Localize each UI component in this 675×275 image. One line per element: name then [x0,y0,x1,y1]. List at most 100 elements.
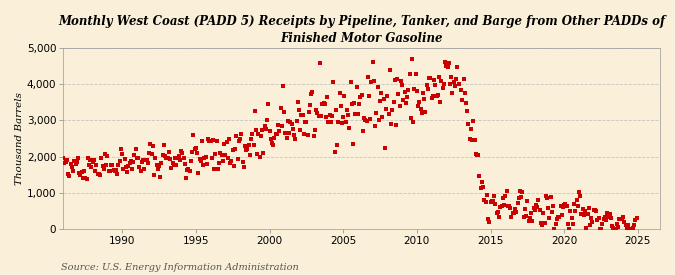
Point [511,209,522,214]
Point [577,207,588,211]
Point [188,133,198,138]
Point [90,168,101,173]
Point [91,163,102,167]
Point [589,208,600,212]
Point [361,119,372,123]
Point [531,203,541,207]
Point [548,203,559,208]
Point [76,170,87,174]
Point [620,222,631,227]
Point [308,134,319,138]
Point [570,208,580,213]
Point [375,99,385,103]
Point [108,167,119,172]
Point [61,158,72,162]
Point [338,114,348,119]
Point [127,167,138,171]
Point [215,151,226,156]
Point [448,80,459,85]
Point [327,114,338,118]
Point [412,89,423,93]
Point [124,161,135,165]
Point [387,108,398,113]
Point [446,75,457,79]
Point [102,154,113,158]
Point [171,162,182,167]
Point [328,80,339,84]
Point [306,92,317,97]
Point [524,216,535,220]
Point [223,137,234,142]
Point [433,93,443,97]
Point [184,169,195,173]
Point [285,120,296,124]
Point [96,156,107,160]
Point [589,208,599,213]
Point [82,156,93,160]
Point [176,148,186,153]
Point [624,227,634,232]
Point [254,155,265,160]
Point [500,194,511,198]
Point [592,217,603,222]
Point [514,196,524,200]
Point [351,85,362,89]
Point [155,175,165,179]
Point [196,139,207,143]
Point [280,130,291,135]
Point [385,68,396,73]
Point [538,211,549,215]
Point [174,158,185,163]
Point [132,156,142,160]
Point [319,102,330,106]
Point [225,161,236,166]
Point [135,169,146,173]
Point [412,103,423,108]
Point [418,91,429,95]
Point [598,217,609,222]
Point [622,222,633,227]
Point [331,143,342,147]
Point [408,119,418,124]
Point [474,174,485,178]
Point [491,211,502,215]
Point [87,160,98,164]
Point [514,189,525,194]
Point [493,210,504,214]
Point [214,161,225,165]
Point [370,124,381,128]
Point [259,124,270,128]
Point [396,78,406,83]
Point [276,124,287,128]
Point [439,60,450,64]
Point [630,218,641,222]
Point [167,161,178,165]
Point [159,143,169,147]
Point [243,143,254,148]
Point [302,133,313,137]
Point [86,165,97,169]
Point [487,198,498,203]
Point [172,156,183,161]
Point [418,97,429,102]
Point [69,159,80,163]
Point [367,60,378,64]
Point [236,132,246,136]
Point [533,198,544,202]
Point [300,120,310,124]
Point [165,157,176,162]
Point [118,167,129,171]
Point [209,167,219,171]
Point [464,137,475,141]
Point [472,153,483,157]
Point [88,157,99,162]
Point [362,75,373,80]
Point [537,223,547,227]
Point [629,223,640,227]
Point [66,165,77,169]
Point [180,162,190,166]
Point [264,128,275,133]
Point [470,152,481,156]
Point [252,152,263,156]
Point [256,134,267,138]
